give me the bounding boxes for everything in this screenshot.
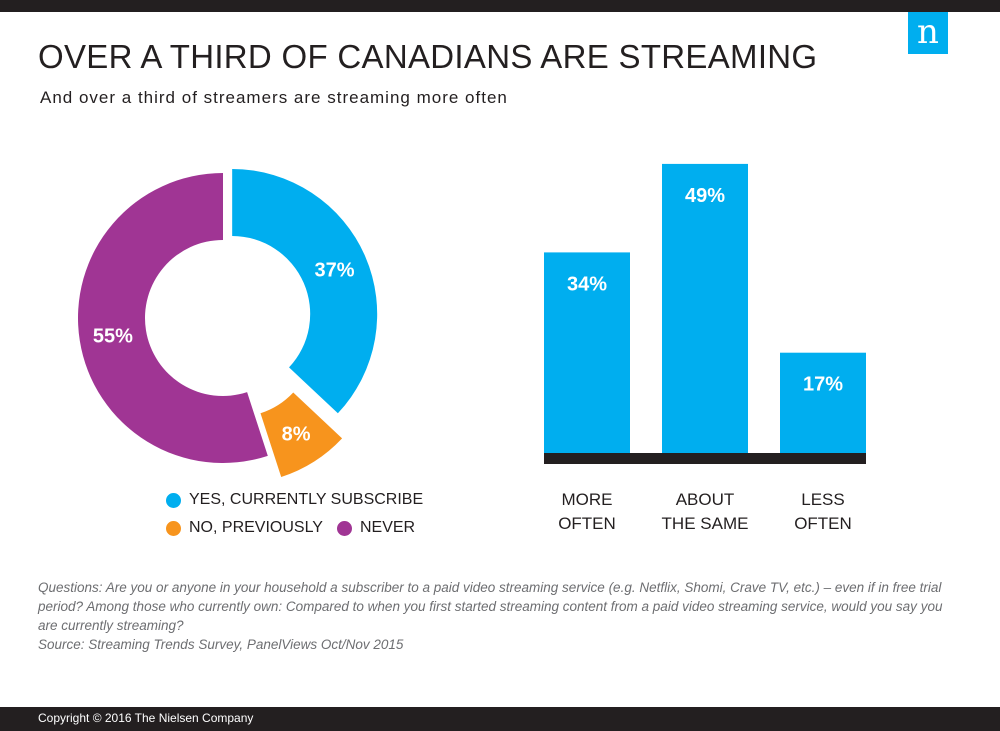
legend-item-never: NEVER — [336, 519, 416, 537]
donut-label-never: 55% — [93, 325, 133, 347]
page-subtitle: And over a third of streamers are stream… — [40, 88, 508, 107]
survey-source: Source: Streaming Trends Survey, PanelVi… — [38, 637, 404, 652]
nielsen-logo: n — [908, 12, 948, 54]
category-label-about-the-same-line1: ABOUT — [676, 490, 735, 509]
bar-baseline — [544, 453, 866, 464]
category-label-more-often-line1: MORE — [562, 490, 613, 509]
donut-label-no: 8% — [282, 423, 311, 445]
legend-dot-never — [336, 520, 352, 536]
category-label-about-the-same-line2: THE SAME — [662, 514, 749, 533]
legend-row-1: YES, CURRENTLY SUBSCRIBE — [166, 486, 437, 514]
bar-label-less-often: 17% — [803, 374, 843, 396]
survey-notes: Questions: Are you or anyone in your hou… — [38, 578, 958, 654]
footer-bar: Copyright © 2016 The Nielsen Company — [0, 707, 1000, 731]
legend-item-yes: YES, CURRENTLY SUBSCRIBE — [166, 491, 423, 509]
donut-legend: YES, CURRENTLY SUBSCRIBE NO, PREVIOUSLY … — [166, 486, 437, 542]
legend-label-yes: YES, CURRENTLY SUBSCRIBE — [189, 491, 424, 508]
legend-label-no: NO, PREVIOUSLY — [189, 519, 323, 536]
category-label-more-often-line2: OFTEN — [558, 514, 616, 533]
category-label-less-often-line1: LESS — [801, 490, 844, 509]
bar-less-often — [780, 352, 866, 453]
bar-chart: 34% MORE OFTEN 49% ABOUT THE SAME 17% LESS OFTEN — [544, 163, 866, 533]
legend-item-no: NO, PREVIOUSLY — [166, 519, 323, 537]
page-title: OVER A THIRD OF CANADIANS ARE STREAMING — [38, 38, 818, 75]
donut-slice-no — [260, 392, 343, 478]
donut-slice-never — [77, 173, 268, 464]
donut-label-yes: 37% — [314, 260, 354, 282]
category-label-less-often-line2: OFTEN — [794, 514, 852, 533]
donut-chart: 37% 8% 55% — [77, 169, 378, 478]
legend-dot-no — [166, 520, 181, 536]
copyright-text: Copyright © 2016 The Nielsen Company — [38, 711, 254, 725]
legend-label-never: NEVER — [359, 519, 416, 536]
survey-questions: Questions: Are you or anyone in your hou… — [38, 580, 943, 633]
donut-slice-yes — [232, 169, 378, 414]
legend-row-2: NO, PREVIOUSLY NEVER — [166, 514, 437, 542]
bar-about-the-same — [662, 163, 748, 453]
bar-label-about-the-same: 49% — [685, 185, 725, 207]
top-bar — [0, 0, 1000, 12]
bar-more-often — [544, 252, 630, 453]
legend-dot-yes — [166, 492, 181, 508]
bar-label-more-often: 34% — [567, 273, 607, 295]
